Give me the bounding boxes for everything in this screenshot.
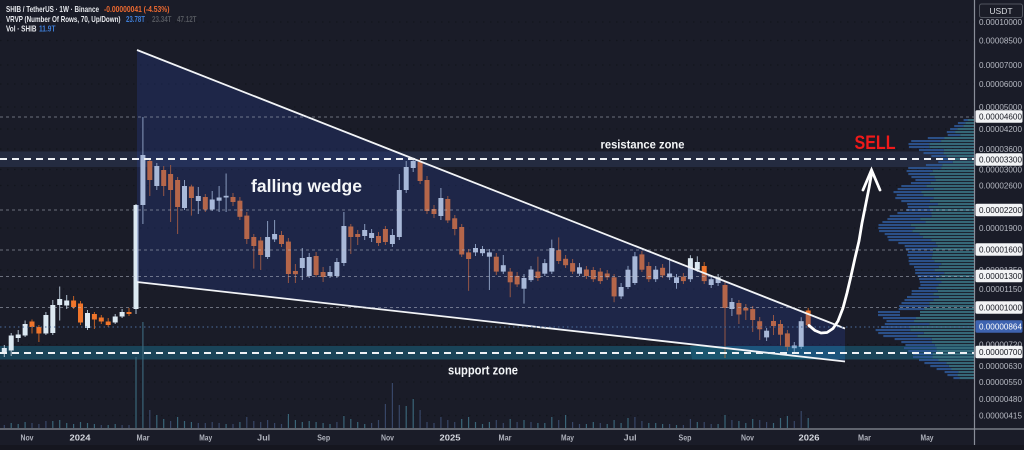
svg-text:0.00003300: 0.00003300	[979, 155, 1022, 165]
svg-text:0.00006000: 0.00006000	[979, 79, 1022, 89]
svg-text:23.34T: 23.34T	[152, 14, 172, 24]
svg-text:Mar: Mar	[858, 433, 872, 443]
svg-text:falling wedge: falling wedge	[251, 176, 362, 196]
svg-text:0.00005000: 0.00005000	[979, 102, 1022, 112]
svg-text:SELL: SELL	[855, 133, 896, 154]
svg-text:Sep: Sep	[317, 433, 330, 443]
svg-text:USDT: USDT	[989, 6, 1012, 16]
svg-text:0.00002200: 0.00002200	[979, 205, 1022, 215]
svg-text:0.00004600: 0.00004600	[979, 112, 1022, 122]
svg-text:May: May	[921, 433, 934, 443]
svg-text:0.00001300: 0.00001300	[979, 271, 1022, 281]
svg-text:0.00000864: 0.00000864	[979, 322, 1022, 332]
svg-text:2025: 2025	[440, 433, 461, 443]
svg-text:0.00003600: 0.00003600	[979, 144, 1022, 154]
svg-text:2026: 2026	[799, 433, 820, 443]
svg-text:0.00000480: 0.00000480	[979, 394, 1022, 404]
svg-text:Mar: Mar	[137, 433, 151, 443]
svg-text:0.00008500: 0.00008500	[979, 36, 1022, 46]
svg-text:Jul: Jul	[257, 433, 270, 443]
svg-text:0.00007000: 0.00007000	[979, 60, 1022, 70]
svg-text:Jul: Jul	[624, 433, 637, 443]
svg-text:Nov: Nov	[741, 433, 754, 443]
svg-text:23.78T: 23.78T	[126, 14, 146, 24]
svg-text:May: May	[199, 433, 212, 443]
svg-text:SHIB / TetherUS · 1W · Binance: SHIB / TetherUS · 1W · Binance	[6, 4, 99, 14]
svg-text:Sep: Sep	[679, 433, 692, 443]
svg-text:0.00000415: 0.00000415	[979, 411, 1022, 421]
svg-text:0.00000700: 0.00000700	[979, 347, 1022, 357]
svg-text:0.00002600: 0.00002600	[979, 181, 1022, 191]
svg-text:2024: 2024	[70, 433, 91, 443]
svg-text:support zone: support zone	[448, 364, 518, 378]
svg-text:Nov: Nov	[381, 433, 394, 443]
svg-text:0.00004200: 0.00004200	[979, 124, 1022, 134]
svg-text:Vol · SHIB: Vol · SHIB	[6, 24, 37, 34]
svg-text:0.00001600: 0.00001600	[979, 245, 1022, 255]
svg-text:0.00000630: 0.00000630	[979, 361, 1022, 371]
svg-text:VRVP (Number Of Rows, 70, Up/D: VRVP (Number Of Rows, 70, Up/Down)	[6, 14, 121, 24]
svg-text:May: May	[561, 433, 574, 443]
svg-text:11.9T: 11.9T	[39, 24, 56, 34]
svg-text:-0.00000041 (-4.53%): -0.00000041 (-4.53%)	[104, 4, 170, 14]
svg-text:0.00010000: 0.00010000	[979, 17, 1022, 27]
svg-text:47.12T: 47.12T	[177, 14, 197, 24]
svg-text:Nov: Nov	[21, 433, 34, 443]
svg-text:0.00000720: 0.00000720	[979, 340, 1022, 350]
svg-text:resistance zone: resistance zone	[601, 138, 685, 152]
svg-text:0.00001000: 0.00001000	[979, 303, 1022, 313]
svg-text:0.00001150: 0.00001150	[979, 284, 1022, 294]
svg-text:Mar: Mar	[499, 433, 513, 443]
svg-text:0.00000550: 0.00000550	[979, 377, 1022, 387]
svg-text:0.00001900: 0.00001900	[979, 223, 1022, 233]
svg-text:0.00003000: 0.00003000	[979, 165, 1022, 175]
